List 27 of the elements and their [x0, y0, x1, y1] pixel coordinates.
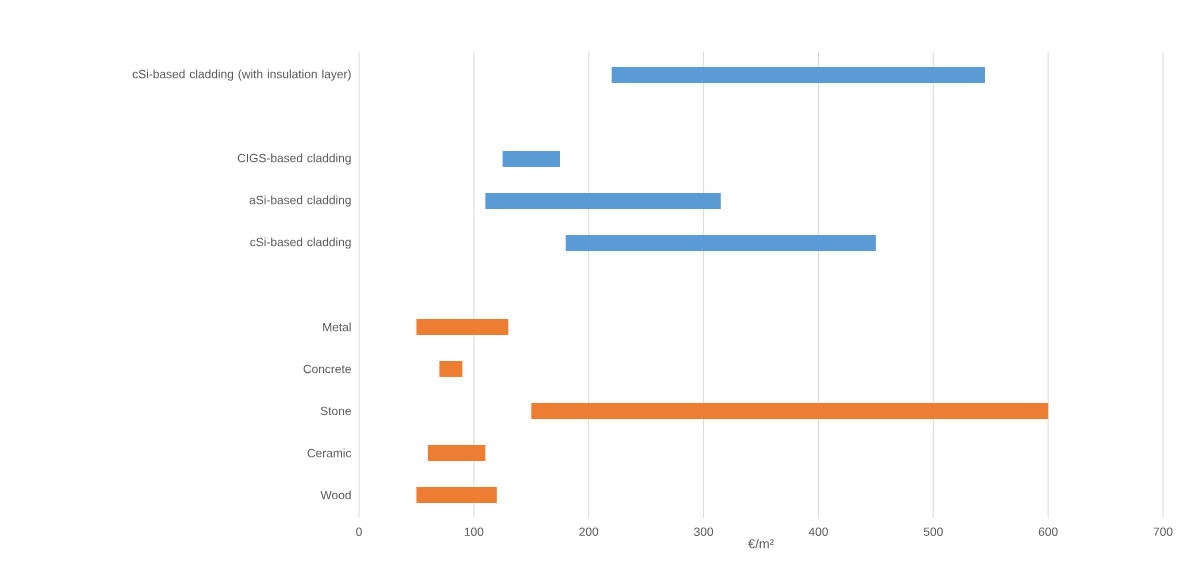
x-tick-label: 300: [694, 527, 714, 536]
y-tick-label: aSi-based cladding: [249, 195, 351, 207]
bar: [502, 151, 560, 168]
x-tick-label: 0: [356, 527, 362, 536]
bar: [427, 444, 486, 461]
bar: [531, 402, 1049, 419]
x-tick-label: 400: [808, 527, 828, 536]
y-tick-label: Metal: [323, 322, 351, 332]
y-tick-label: cSi-based cladding (with insulation layer): [132, 69, 351, 81]
y-tick-label: Wood: [320, 490, 351, 500]
x-tick-label: 600: [1038, 527, 1058, 536]
bar: [485, 193, 721, 210]
y-tick-label: Concrete: [303, 364, 351, 374]
x-tick-label: 500: [923, 527, 943, 536]
y-tick-label: Stone: [320, 406, 351, 416]
x-axis-title: €/m²: [748, 538, 774, 549]
y-tick-label: CIGS-based cladding: [237, 153, 351, 165]
bar: [565, 235, 876, 251]
x-tick-label: 200: [579, 527, 599, 536]
y-tick-label: cSi-based cladding: [250, 237, 351, 249]
bar: [416, 486, 497, 503]
bar: [611, 67, 985, 84]
bar: [416, 319, 509, 335]
x-tick-label: 100: [464, 527, 484, 536]
x-tick-label: 700: [1153, 527, 1173, 536]
bar: [439, 360, 463, 377]
y-tick-label: Ceramic: [307, 448, 352, 458]
